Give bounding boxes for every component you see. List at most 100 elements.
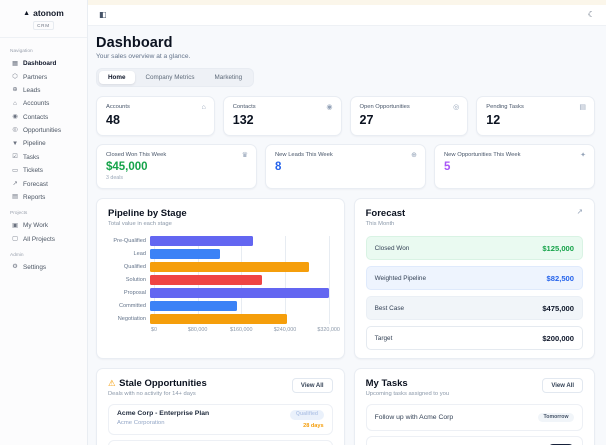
stale-item[interactable]: TechFlow - Platform License TechFlow Sol… — [108, 439, 333, 445]
chart-category-label: Qualified — [123, 264, 146, 270]
kpi-value: 48 — [106, 113, 120, 127]
pipeline-chart-rows: Pre-Qualified Lead Qualified Solution Propos… — [108, 236, 333, 324]
stale-title-text: Stale Opportunities — [119, 378, 207, 389]
chart-bar — [150, 288, 329, 298]
pipeline-chart: Pre-Qualified Lead Qualified Solution Propos… — [108, 236, 340, 335]
sidebar-item-label: Settings — [23, 264, 47, 272]
sidebar-item-all-projects[interactable]: ▢ All Projects — [8, 233, 79, 246]
kpi-value: 27 — [359, 113, 374, 127]
tasks-view-all-button[interactable]: View All — [542, 378, 583, 393]
top-accent-band — [88, 0, 606, 5]
chart-row: Solution — [108, 275, 333, 285]
sidebar-item-settings[interactable]: ⚙ Settings — [8, 261, 79, 274]
building-icon: ⌂ — [201, 104, 206, 111]
target-icon: ◎ — [12, 126, 18, 134]
kpi-card-pending-tasks: Pending Tasks 12 ▤ — [476, 96, 595, 136]
kpi-value: 12 — [486, 113, 501, 127]
chart-bar-track — [150, 262, 329, 272]
opportunity-name: Acme Corp - Enterprise Plan — [117, 410, 210, 417]
sidebar-item-label: Tickets — [23, 167, 44, 175]
sidebar-item-dashboard[interactable]: ▦ Dashboard — [8, 57, 79, 70]
sidebar-item-label: Accounts — [23, 100, 50, 108]
stat-label: Closed Won This Week — [106, 152, 167, 158]
sidebar-item-leads[interactable]: ⊕ Leads — [8, 84, 79, 97]
users-icon: ◉ — [326, 104, 333, 111]
stale-item[interactable]: Acme Corp - Enterprise Plan Acme Corpora… — [108, 404, 333, 435]
forecast-card: Forecast This Month ↗ Closed Won $125,00… — [353, 198, 595, 359]
sidebar-item-tickets[interactable]: ▭ Tickets — [8, 164, 79, 177]
warning-icon: ⚠ — [108, 378, 116, 389]
sidebar-item-label: Dashboard — [23, 60, 57, 68]
sidebar-item-tasks[interactable]: ☑ Tasks — [8, 151, 79, 164]
weekly-stats-row: Closed Won This Week $45,000 3 deals ♛ N… — [96, 144, 595, 189]
chart-category-label: Negotiation — [117, 316, 146, 322]
report-icon: ▤ — [12, 193, 18, 201]
tab-marketing[interactable]: Marketing — [214, 74, 243, 81]
view-tabs: Home Company Metrics Marketing — [96, 68, 255, 87]
chart-row: Negotiation — [108, 314, 333, 324]
forecast-row-value: $475,000 — [542, 303, 574, 313]
briefcase-icon: ▣ — [12, 221, 18, 229]
sidebar-item-forecast[interactable]: ↗ Forecast — [8, 177, 79, 190]
chart-bar-track — [150, 301, 329, 311]
sidebar-item-label: Forecast — [23, 180, 48, 188]
target-icon: ◎ — [453, 104, 460, 111]
tasks-list: Follow up with Acme Corp Tomorrow Prepar… — [365, 404, 583, 445]
building-icon: ⌂ — [13, 99, 17, 107]
chart-category-label: Committed — [118, 303, 146, 309]
tab-company-metrics[interactable]: Company Metrics — [145, 74, 195, 81]
chart-category-label: Solution — [125, 277, 146, 283]
kpi-label: Open Opportunities — [359, 104, 410, 110]
forecast-row-best-case: Best Case $475,000 — [365, 296, 583, 320]
partners-icon: ⬡ — [12, 72, 18, 80]
chart-tick-label: $0 — [151, 327, 157, 333]
nav-section-label: Navigation — [10, 49, 33, 54]
check-square-icon: ☑ — [12, 153, 18, 161]
logo-sub-wrap: CRM — [0, 21, 87, 38]
kpi-label: Contacts — [232, 104, 256, 110]
ticket-icon: ▭ — [12, 166, 18, 174]
kpi-card-accounts: Accounts 48 ⌂ — [96, 96, 215, 136]
forecast-row-label: Closed Won — [374, 244, 410, 252]
stat-label: New Leads This Week — [275, 152, 333, 158]
sidebar-item-opportunities[interactable]: ◎ Opportunities — [8, 124, 79, 137]
chart-bar — [150, 314, 287, 324]
sidebar-item-accounts[interactable]: ⌂ Accounts — [8, 97, 79, 110]
task-item[interactable]: Prepare proposal for TechFlow Today — [365, 435, 583, 445]
chart-row: Lead — [108, 249, 333, 259]
theme-toggle-icon[interactable]: ☾ — [587, 10, 595, 19]
stale-view-all-button[interactable]: View All — [291, 378, 333, 393]
panel-subtitle: Upcoming tasks assigned to you — [365, 391, 450, 397]
nav-section-label: Admin — [10, 252, 24, 258]
forecast-row-value: $200,000 — [542, 333, 574, 343]
sidebar: ▲ atonom CRM Navigation ▦ Dashboard ⬡ Pa… — [0, 0, 88, 445]
stale-list: Acme Corp - Enterprise Plan Acme Corpora… — [108, 404, 333, 445]
forecast-row-target: Target $200,000 — [365, 326, 583, 350]
sidebar-toggle-icon[interactable]: ◧ — [99, 10, 107, 19]
logo-text: atonom — [33, 8, 64, 18]
tab-home[interactable]: Home — [99, 71, 135, 84]
chart-tick-label: $320,000 — [317, 327, 340, 333]
forecast-header: Forecast This Month ↗ — [366, 208, 583, 227]
sidebar-item-label: Opportunities — [23, 127, 62, 135]
forecast-row-closed-won: Closed Won $125,000 — [365, 236, 583, 260]
stale-days: 28 days — [303, 422, 324, 429]
chart-bar — [150, 275, 262, 285]
sidebar-item-my-work[interactable]: ▣ My Work — [8, 219, 79, 232]
chart-tick-label: $160,000 — [230, 327, 253, 333]
chart-row: Pre-Qualified — [108, 236, 333, 246]
stat-value: $45,000 — [106, 161, 148, 173]
sidebar-item-partners[interactable]: ⬡ Partners — [8, 70, 79, 83]
sidebar-item-pipeline[interactable]: ▼ Pipeline — [8, 137, 79, 150]
kpi-card-open-opportunities: Open Opportunities 27 ◎ — [349, 96, 469, 136]
trending-up-icon: ↗ — [576, 207, 583, 216]
due-badge: Tomorrow — [538, 412, 574, 423]
sidebar-item-reports[interactable]: ▤ Reports — [8, 191, 79, 204]
sidebar-item-contacts[interactable]: ◉ Contacts — [8, 111, 79, 124]
chart-gridline — [284, 236, 286, 324]
task-item[interactable]: Follow up with Acme Corp Tomorrow — [365, 404, 583, 431]
stat-subtext: 3 deals — [106, 175, 124, 181]
chart-bar-track — [150, 314, 329, 324]
user-plus-icon: ⊕ — [411, 152, 417, 159]
forecast-rows: Closed Won $125,000 Weighted Pipeline $8… — [365, 236, 583, 350]
